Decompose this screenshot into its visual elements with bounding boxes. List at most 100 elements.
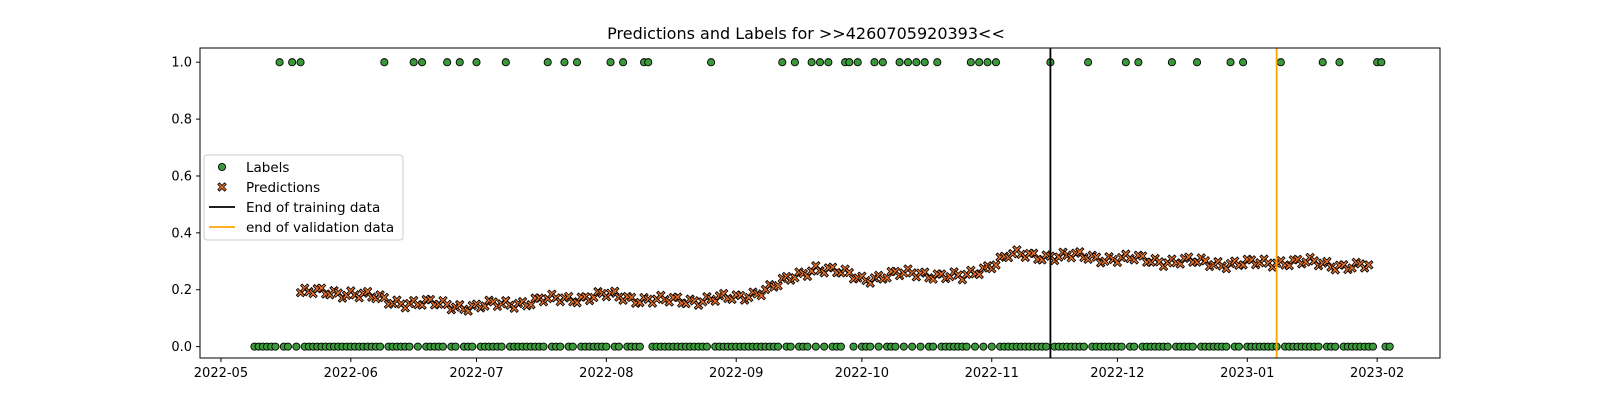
label-point xyxy=(455,58,464,67)
label-point xyxy=(1163,342,1172,351)
label-point xyxy=(916,342,925,351)
label-point xyxy=(1368,342,1378,351)
label-point xyxy=(417,58,427,67)
label-point xyxy=(1117,342,1126,351)
label-point xyxy=(1134,58,1143,67)
legend-label: Labels xyxy=(246,160,289,176)
label-point xyxy=(815,58,825,67)
label-point xyxy=(929,342,938,351)
label-point xyxy=(572,58,582,67)
label-point xyxy=(786,342,795,351)
label-point xyxy=(644,58,653,67)
label-point xyxy=(1385,342,1394,351)
y-tick-label: 1.0 xyxy=(171,56,192,71)
label-point xyxy=(438,342,448,351)
label-point xyxy=(501,58,510,67)
y-tick-label: 0.8 xyxy=(171,113,192,128)
y-tick-label: 0.2 xyxy=(171,283,192,298)
label-point xyxy=(1079,342,1088,351)
label-point xyxy=(874,342,883,351)
legend-marker xyxy=(217,162,227,172)
prediction-point xyxy=(379,292,390,303)
label-point xyxy=(845,58,854,67)
label-point xyxy=(803,342,812,351)
predictions-series xyxy=(295,245,1374,316)
prediction-point xyxy=(773,281,783,291)
label-point xyxy=(451,342,460,351)
legend-marker xyxy=(217,182,227,192)
label-point xyxy=(1276,58,1285,67)
label-point xyxy=(903,58,913,67)
label-point xyxy=(1121,58,1130,67)
x-tick-label: 2022-12 xyxy=(1090,366,1144,381)
label-point xyxy=(895,58,904,67)
label-point xyxy=(443,58,452,67)
label-point xyxy=(912,58,921,67)
label-point xyxy=(413,342,422,351)
label-point xyxy=(962,342,971,351)
prediction-point xyxy=(844,267,855,278)
label-point xyxy=(1314,342,1323,351)
label-point xyxy=(707,58,716,67)
label-point xyxy=(619,58,628,67)
label-point xyxy=(853,58,862,67)
label-point xyxy=(275,58,284,67)
label-point xyxy=(970,342,980,351)
legend-label: Predictions xyxy=(246,180,320,196)
label-point xyxy=(1377,58,1386,67)
label-point xyxy=(870,58,879,67)
legend-box xyxy=(203,154,404,241)
label-point xyxy=(292,342,301,351)
label-point xyxy=(288,58,297,67)
prediction-point xyxy=(882,273,892,283)
label-point xyxy=(1331,342,1340,351)
label-point xyxy=(468,342,477,351)
label-point xyxy=(774,342,783,351)
label-point xyxy=(1222,342,1231,351)
label-point xyxy=(966,58,975,67)
x-tick-label: 2023-01 xyxy=(1220,366,1274,381)
x-tick-label: 2022-08 xyxy=(579,366,633,381)
label-point xyxy=(820,342,829,351)
x-tick-label: 2022-05 xyxy=(194,366,248,381)
label-point xyxy=(933,58,942,67)
label-point xyxy=(1335,58,1344,67)
label-point xyxy=(778,58,787,67)
label-point xyxy=(1188,342,1197,351)
vertical-lines xyxy=(1049,48,1278,358)
label-point xyxy=(560,58,569,67)
y-axis: 0.0 0.2 0.4 0.6 0.8 1.0 xyxy=(171,56,200,355)
label-point xyxy=(908,342,917,351)
y-tick-label: 0.6 xyxy=(171,169,192,184)
label-point xyxy=(807,58,816,67)
label-point xyxy=(920,58,929,67)
label-point xyxy=(614,342,623,351)
label-point xyxy=(866,342,875,351)
y-tick-label: 0.4 xyxy=(171,226,192,241)
legend-label: End of training data xyxy=(246,200,380,216)
label-point xyxy=(606,58,615,67)
label-point xyxy=(1167,58,1176,67)
x-tick-label: 2022-10 xyxy=(835,366,889,381)
label-point xyxy=(409,58,418,67)
label-point xyxy=(975,58,984,67)
legend-label: end of validation data xyxy=(246,220,394,236)
label-point xyxy=(568,342,577,351)
label-point xyxy=(405,342,414,351)
label-point xyxy=(790,58,799,67)
label-point xyxy=(556,342,565,351)
label-point xyxy=(987,342,996,351)
x-tick-label: 2023-02 xyxy=(1350,366,1404,381)
chart-title: Predictions and Labels for >>42607059203… xyxy=(607,24,1005,43)
label-point xyxy=(811,342,820,351)
label-point xyxy=(602,342,611,351)
label-point xyxy=(380,58,389,67)
label-point xyxy=(497,342,506,351)
x-tick-label: 2022-11 xyxy=(965,366,1019,381)
label-point xyxy=(1234,342,1243,351)
label-point xyxy=(635,342,644,351)
label-point xyxy=(1042,342,1051,351)
label-point xyxy=(472,58,481,67)
x-tick-label: 2022-09 xyxy=(709,366,763,381)
